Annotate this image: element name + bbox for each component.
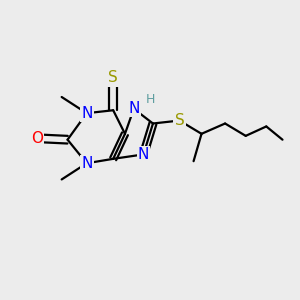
Text: N: N bbox=[138, 147, 149, 162]
Text: H: H bbox=[146, 93, 156, 106]
Text: N: N bbox=[128, 101, 140, 116]
Text: S: S bbox=[175, 113, 184, 128]
Text: N: N bbox=[81, 106, 92, 121]
Text: O: O bbox=[31, 131, 43, 146]
Text: N: N bbox=[81, 156, 92, 171]
Text: S: S bbox=[108, 70, 118, 86]
